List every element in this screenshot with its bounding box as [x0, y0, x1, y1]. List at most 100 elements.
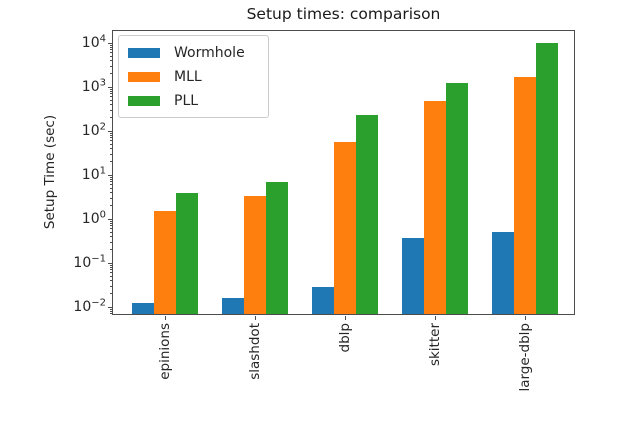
plot-area	[112, 30, 575, 315]
bar-MLL-large-dblp	[514, 77, 536, 314]
y-minor-tick-mark	[109, 52, 112, 54]
y-minor-tick-mark	[109, 236, 112, 237]
y-tick-label: 10−2	[73, 297, 106, 315]
y-minor-tick-mark	[109, 117, 112, 119]
x-tick-label-skitter: skitter	[427, 323, 443, 367]
y-minor-tick-mark	[109, 88, 112, 90]
y-minor-tick-mark	[109, 280, 112, 281]
y-minor-tick-mark	[109, 313, 112, 315]
bar-MLL-skitter	[424, 101, 446, 314]
y-minor-tick-mark	[109, 225, 112, 227]
chart-title: Setup times: comparison	[246, 5, 441, 23]
y-minor-tick-mark	[109, 222, 112, 224]
y-tick-mark	[108, 174, 112, 176]
legend-swatch-Wormhole	[128, 48, 160, 58]
legend: Wormhole MLL PLL	[118, 35, 269, 118]
y-minor-tick-mark	[109, 96, 112, 98]
y-minor-tick-mark	[109, 181, 112, 183]
y-minor-tick-mark	[109, 73, 112, 75]
y-minor-tick-mark	[109, 272, 112, 274]
legend-swatch-MLL	[128, 72, 160, 82]
y-tick-mark	[108, 262, 112, 264]
legend-item: MLL	[119, 65, 268, 89]
y-tick-mark	[108, 306, 112, 308]
y-minor-tick-mark	[109, 205, 112, 207]
y-minor-tick-mark	[109, 269, 112, 271]
bar-Wormhole-skitter	[402, 238, 424, 314]
y-tick-label: 104	[81, 33, 106, 51]
y-minor-tick-mark	[109, 192, 112, 193]
bar-MLL-slashdot	[244, 196, 266, 314]
y-minor-tick-mark	[109, 99, 112, 101]
y-minor-tick-mark	[109, 93, 112, 95]
y-minor-tick-mark	[109, 231, 112, 233]
legend-label: MLL	[174, 69, 202, 85]
y-minor-tick-mark	[109, 220, 112, 222]
y-tick-mark	[108, 130, 112, 132]
y-minor-tick-mark	[109, 241, 112, 243]
legend-label: PLL	[174, 93, 199, 109]
y-minor-tick-mark	[109, 148, 112, 149]
y-minor-tick-mark	[109, 161, 112, 163]
y-minor-tick-mark	[109, 140, 112, 142]
y-minor-tick-mark	[109, 143, 112, 145]
bar-PLL-slashdot	[266, 182, 288, 314]
x-tick-label-large-dblp: large-dblp	[517, 323, 533, 392]
x-tick-mark	[434, 316, 436, 320]
y-tick-label: 10−1	[73, 253, 106, 271]
y-minor-tick-mark	[109, 197, 112, 199]
bar-PLL-skitter	[446, 83, 468, 314]
legend-swatch-PLL	[128, 96, 160, 106]
y-minor-tick-mark	[109, 308, 112, 310]
bar-PLL-large-dblp	[536, 43, 558, 314]
y-minor-tick-mark	[109, 132, 112, 134]
x-tick-label-epinions: epinions	[157, 323, 173, 380]
bar-PLL-epinions	[176, 193, 198, 314]
y-minor-tick-mark	[109, 46, 112, 48]
y-tick-label: 101	[81, 165, 106, 183]
bar-Wormhole-epinions	[132, 303, 154, 314]
y-minor-tick-mark	[109, 134, 112, 136]
bar-Wormhole-slashdot	[222, 298, 244, 314]
y-tick-mark	[108, 86, 112, 88]
y-minor-tick-mark	[109, 187, 112, 189]
bar-Wormhole-large-dblp	[492, 232, 514, 314]
bar-PLL-dblp	[356, 115, 378, 314]
y-minor-tick-mark	[109, 266, 112, 268]
y-minor-tick-mark	[109, 293, 112, 295]
y-tick-label: 103	[81, 77, 106, 95]
y-tick-label: 100	[81, 209, 106, 227]
legend-item: PLL	[119, 89, 268, 113]
y-tick-mark	[108, 42, 112, 44]
bar-MLL-dblp	[334, 142, 356, 314]
y-minor-tick-mark	[109, 264, 112, 266]
y-minor-tick-mark	[109, 44, 112, 46]
y-minor-tick-mark	[109, 178, 112, 180]
x-tick-label-dblp: dblp	[337, 323, 353, 353]
y-tick-label: 102	[81, 121, 106, 139]
y-minor-tick-mark	[109, 104, 112, 105]
y-minor-tick-mark	[109, 176, 112, 178]
y-minor-tick-mark	[109, 184, 112, 186]
x-tick-mark	[254, 316, 256, 320]
y-minor-tick-mark	[109, 60, 112, 61]
bar-Wormhole-dblp	[312, 287, 334, 314]
legend-label: Wormhole	[174, 45, 245, 61]
y-minor-tick-mark	[109, 55, 112, 57]
y-minor-tick-mark	[109, 49, 112, 51]
y-minor-tick-mark	[109, 109, 112, 111]
legend-item: Wormhole	[119, 41, 268, 65]
y-tick-mark	[108, 218, 112, 220]
y-minor-tick-mark	[109, 285, 112, 287]
y-minor-tick-mark	[109, 275, 112, 277]
y-minor-tick-mark	[109, 249, 112, 251]
y-minor-tick-mark	[109, 90, 112, 92]
y-minor-tick-mark	[109, 310, 112, 312]
x-tick-mark	[344, 316, 346, 320]
y-minor-tick-mark	[109, 228, 112, 230]
x-tick-label-slashdot: slashdot	[247, 323, 263, 380]
y-minor-tick-mark	[109, 153, 112, 155]
bar-MLL-epinions	[154, 211, 176, 314]
y-minor-tick-mark	[109, 137, 112, 139]
